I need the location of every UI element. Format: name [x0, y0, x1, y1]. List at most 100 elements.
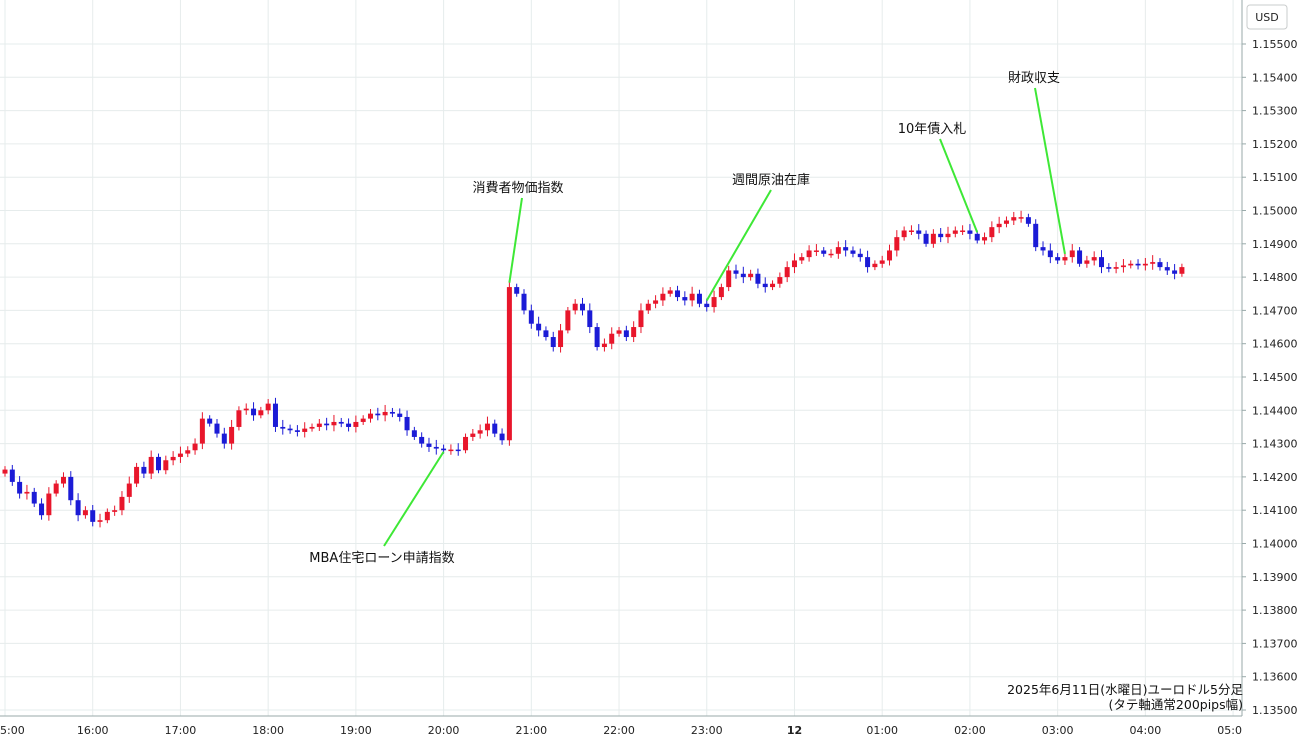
candle — [828, 249, 834, 258]
candle — [1157, 258, 1163, 271]
candle-body — [1084, 260, 1090, 264]
candle-body — [1062, 257, 1068, 261]
x-tick-label: 12 — [787, 724, 802, 737]
candle-body — [1172, 270, 1178, 274]
candle-body — [865, 257, 871, 268]
candle-body — [280, 426, 286, 429]
candle-body — [163, 460, 169, 471]
candle — [1128, 260, 1134, 269]
candle — [53, 480, 59, 497]
candle-body — [484, 423, 490, 431]
currency-badge[interactable] — [1246, 4, 1288, 30]
candle-body — [309, 426, 315, 429]
candle — [287, 424, 293, 434]
candle — [448, 444, 454, 455]
candle-body — [368, 413, 373, 419]
candle-body — [828, 253, 834, 256]
candle-body — [901, 230, 907, 238]
candle — [835, 241, 841, 259]
candle-body — [156, 456, 162, 471]
x-tick-label: 17:00 — [165, 724, 197, 737]
candle — [1062, 251, 1068, 265]
candle-body — [587, 310, 593, 328]
candle — [616, 326, 622, 337]
candle — [119, 491, 125, 516]
candle-body — [638, 310, 644, 328]
y-tick-label: 1.14700 — [1252, 304, 1298, 317]
candle-body — [645, 303, 651, 311]
candle — [338, 417, 344, 428]
candle — [872, 260, 878, 271]
candle — [82, 506, 88, 519]
chart-caption-line1: 2025年6月11日(水曜日)ユーロドル5分足 — [1007, 682, 1243, 697]
candle-body — [579, 303, 585, 311]
currency-label: USD — [1255, 11, 1279, 24]
candle — [192, 438, 198, 455]
candle — [1120, 259, 1126, 273]
candle-body — [9, 469, 15, 482]
candle — [280, 419, 286, 435]
candle — [601, 338, 607, 352]
candle-body — [696, 293, 702, 304]
candle — [221, 427, 227, 449]
candle-body — [726, 270, 732, 288]
y-axis-ticks: 1.15500 1.15400 1.15300 1.15200 1.15100 1.150… — [1242, 38, 1298, 717]
candle — [748, 269, 754, 281]
candle — [243, 403, 249, 415]
candle-body — [68, 476, 74, 501]
x-tick-label: 02:00 — [954, 724, 986, 737]
x-tick-label: 19:00 — [340, 724, 372, 737]
candle — [894, 230, 900, 257]
candle — [375, 407, 381, 421]
candle-body — [382, 411, 388, 416]
annotation-label: 財政収支 — [1008, 71, 1060, 86]
candle — [1172, 264, 1178, 280]
candle-body — [952, 230, 958, 234]
candle-body — [660, 293, 666, 301]
candle-body — [316, 423, 322, 427]
candle-body — [170, 456, 176, 461]
candle-body — [1179, 267, 1185, 274]
candle — [104, 508, 110, 524]
candle-body — [31, 491, 37, 504]
candle — [207, 415, 213, 427]
y-tick-label: 1.15100 — [1252, 171, 1298, 184]
candle — [1025, 213, 1031, 227]
candles — [2, 210, 1185, 528]
candle-body — [104, 511, 110, 521]
candle — [214, 419, 220, 438]
candle — [382, 404, 388, 422]
candle-body — [631, 327, 637, 338]
candle-body — [711, 297, 717, 308]
candle-body — [894, 237, 900, 251]
y-tick-label: 1.15500 — [1252, 38, 1298, 51]
candle-body — [53, 483, 59, 494]
candle-body — [806, 250, 812, 258]
candle-body — [1018, 217, 1024, 219]
candle-body — [879, 260, 885, 264]
candle-body — [177, 453, 183, 457]
candle-body — [433, 446, 439, 449]
annotation-pointer — [939, 138, 979, 233]
candle — [784, 261, 790, 283]
candle — [389, 407, 395, 418]
candle-body — [426, 443, 432, 447]
y-tick-label: 1.13800 — [1252, 604, 1298, 617]
y-tick-label: 1.14400 — [1252, 404, 1298, 417]
candle-body — [60, 476, 66, 484]
x-tick-label: 5:00 — [0, 724, 25, 737]
candle — [850, 246, 856, 258]
candle — [506, 280, 512, 446]
annotation-pointer — [1034, 87, 1066, 255]
candle — [916, 224, 922, 240]
candle — [1040, 241, 1046, 256]
candle-body — [455, 449, 461, 452]
candle — [499, 428, 505, 445]
candle — [821, 247, 827, 257]
candle — [1003, 216, 1009, 228]
candle — [843, 240, 849, 257]
candle-body — [294, 430, 300, 432]
candle-body — [543, 330, 549, 338]
candle-body — [989, 227, 995, 238]
candle-body — [287, 428, 293, 431]
